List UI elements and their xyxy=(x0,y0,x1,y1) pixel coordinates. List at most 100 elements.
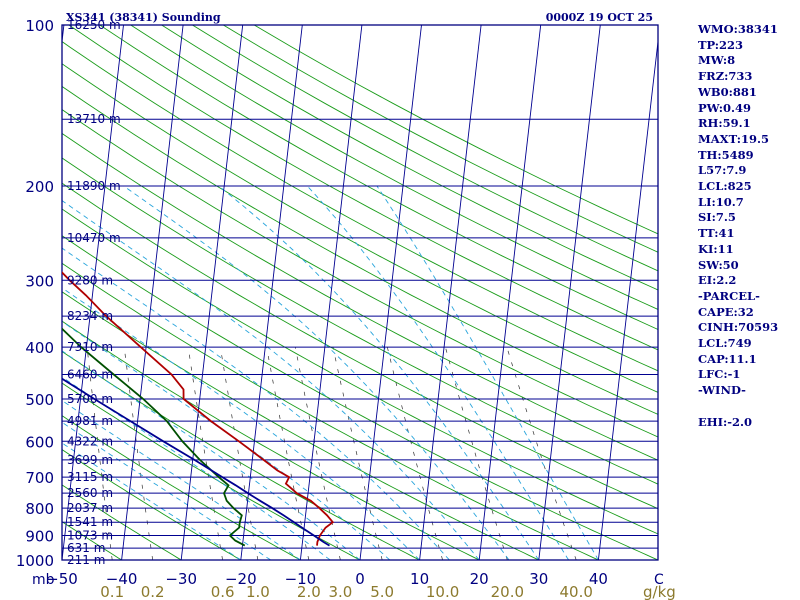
pressure-tick-label: 700 xyxy=(25,469,54,487)
sounding-index: PW:0.49 xyxy=(698,100,752,115)
height-label: 11890 m xyxy=(67,179,121,193)
moist-adiabat-line xyxy=(307,185,569,560)
sounding-index: MW:8 xyxy=(698,53,736,68)
height-label: 4322 m xyxy=(67,434,113,448)
temperature-tick-label: 20 xyxy=(470,570,489,588)
sounding-index: LI:10.7 xyxy=(698,194,744,209)
mixing-ratio-tick-labels: 0.1 0.2 0.6 1.0 2.0 3.0 5.0 10.0 20.0 40.0 xyxy=(100,583,593,600)
mixing-ratio-tick-label: 0.1 xyxy=(100,583,124,600)
sounding-index: MAXT:19.5 xyxy=(698,131,769,146)
mixing-ratio-tick-label: 0.6 xyxy=(211,583,235,600)
temperature-unit-label: C xyxy=(654,572,664,588)
height-label: 4981 m xyxy=(67,414,113,428)
temperature-tick-label: −30 xyxy=(165,570,197,588)
moist-adiabat-line xyxy=(62,247,450,560)
height-label: 8234 m xyxy=(67,309,113,323)
isotherm-line xyxy=(121,25,184,560)
isotherm-line xyxy=(597,37,658,560)
plot-frame xyxy=(61,24,659,561)
pressure-tick-label: 900 xyxy=(25,528,54,546)
dry-adiabat-line xyxy=(62,382,361,560)
sounding-index: SW:50 xyxy=(698,257,739,272)
height-label: 5700 m xyxy=(67,392,113,406)
chart-title: XS341 (38341) Sounding xyxy=(66,11,221,24)
pressure-tick-label: 300 xyxy=(25,272,54,290)
height-label: 9280 m xyxy=(67,273,113,287)
dry-adiabat-line xyxy=(62,63,658,393)
temperature-tick-label: −50 xyxy=(46,570,78,588)
dewpoint-profile xyxy=(62,327,246,547)
sounding-index: TP:223 xyxy=(698,37,744,52)
isotherm-line xyxy=(478,25,542,560)
dry-adiabats xyxy=(0,25,658,560)
sounding-index: EI:2.2 xyxy=(698,273,737,288)
pressure-tick-label: 800 xyxy=(25,500,54,518)
height-label: 1073 m xyxy=(67,529,113,543)
temperature-tick-label: 30 xyxy=(529,570,548,588)
pressure-tick-label: 200 xyxy=(25,178,54,196)
temperature-tick-label: −20 xyxy=(225,570,257,588)
sounding-index: CAP:11.1 xyxy=(698,351,757,366)
dry-adiabat-line xyxy=(62,132,658,461)
height-label: 3115 m xyxy=(67,470,113,484)
isotherm-line xyxy=(538,25,601,560)
sounding-index: WMO:38341 xyxy=(698,22,778,36)
dry-adiabat-line xyxy=(62,109,658,438)
isotherm-line xyxy=(359,25,422,560)
isobars xyxy=(62,24,658,561)
sounding-index: LCL:825 xyxy=(698,179,752,194)
sounding-index: LCL:749 xyxy=(698,336,752,351)
sounding-index: KI:11 xyxy=(698,241,734,256)
sounding-index: TT:41 xyxy=(698,226,735,241)
pressure-tick-labels: 100 200 300 400 500 600 700 800 900 1000 xyxy=(16,17,54,570)
height-label: 3699 m xyxy=(67,453,113,467)
height-label: 16250 m xyxy=(67,18,121,32)
mixing-ratio-tick-label: 3.0 xyxy=(328,583,352,600)
pressure-tick-label: 500 xyxy=(25,391,54,409)
sounding-indices-list: WMO:38341 TP:223 MW:8 FRZ:733 WB0:881 PW:0.49… xyxy=(698,22,798,399)
pressure-tick-label: 400 xyxy=(25,339,54,357)
pressure-unit-label: mb xyxy=(32,572,55,588)
chart-time: 0000Z 19 OCT 25 xyxy=(546,11,653,24)
temperature-profile xyxy=(62,271,335,546)
dry-adiabat-line xyxy=(62,85,658,415)
mixing-ratio-unit-label: g/kg xyxy=(643,583,676,600)
sounding-index: SI:7.5 xyxy=(698,210,736,225)
mixing-ratio-tick-label: 5.0 xyxy=(370,583,394,600)
temperature-tick-label: 10 xyxy=(410,570,429,588)
isotherm-line xyxy=(419,25,482,560)
pressure-tick-label: 100 xyxy=(25,17,54,35)
height-label: 2560 m xyxy=(67,486,113,500)
moist-adiabat-line xyxy=(62,200,480,560)
dry-adiabat-line xyxy=(62,157,658,485)
isotherm-line xyxy=(240,25,303,560)
dry-adiabat-line xyxy=(0,25,2,560)
mixing-ratio-tick-label: 2.0 xyxy=(297,583,321,600)
sounding-index: RH:59.1 xyxy=(698,116,751,131)
isotherm-line xyxy=(0,25,4,560)
isotherms xyxy=(0,25,658,560)
parcel-profile xyxy=(62,377,330,547)
mixing-ratio-tick-label: 20.0 xyxy=(491,583,524,600)
moist-adiabat-line xyxy=(62,350,361,560)
moist-adiabat-line xyxy=(376,185,599,560)
mixing-ratio-line xyxy=(445,347,508,560)
height-label: 6460 m xyxy=(67,367,113,381)
sounding-index: FRZ:733 xyxy=(698,69,753,84)
sounding-index: LFC:-1 xyxy=(698,367,741,382)
height-label: 10470 m xyxy=(67,231,121,245)
sounding-index: WB0:881 xyxy=(698,84,757,99)
mixing-ratio-tick-label: 1.0 xyxy=(246,583,270,600)
pressure-tick-label: 600 xyxy=(25,433,54,451)
height-label: 7310 m xyxy=(67,340,113,354)
mixing-ratio-tick-label: 0.2 xyxy=(141,583,165,600)
moist-adiabat-line xyxy=(62,399,301,560)
height-label: 1541 m xyxy=(67,515,113,529)
temperature-tick-label: 0 xyxy=(355,570,365,588)
sounding-indices-panel: WMO:38341 TP:223 MW:8 FRZ:733 WB0:881 PW:0.49… xyxy=(698,22,798,430)
height-label: 211 m xyxy=(67,553,105,567)
moist-adiabat-line xyxy=(123,185,510,560)
sounding-index: CAPE:32 xyxy=(698,304,754,319)
height-label: 13710 m xyxy=(67,112,121,126)
